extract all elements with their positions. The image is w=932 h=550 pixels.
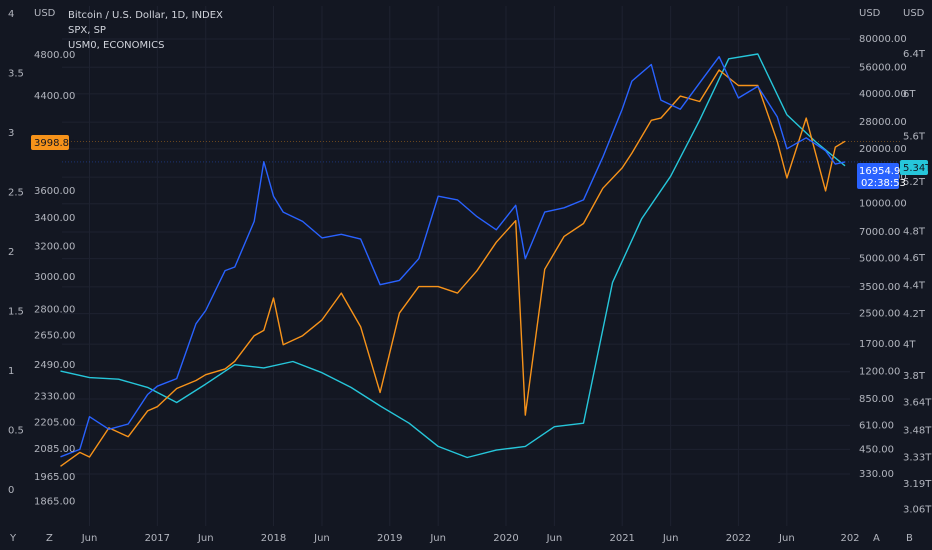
left-inner-tick-label: 2800.00 [34,305,75,316]
right-outer-tick-label: 5.6T [903,131,926,142]
left-inner-tick-label: 4400.00 [34,91,75,102]
x-tick-label: Jun [313,533,330,544]
spx-last-price-badge: 3998.83 [31,135,75,150]
left-inner-tick-label: 2330.00 [34,391,75,402]
right-inner-tick-label: 2500.00 [859,309,900,320]
left-inner-tick-label: 2490.00 [34,360,75,371]
legend-item-bitcoin[interactable]: Bitcoin / U.S. Dollar, 1D, INDEX [68,10,223,21]
right-inner-tick-label: 56000.00 [859,62,907,73]
x-tick-label: 202 [840,533,859,544]
x-tick-label: 2019 [377,533,402,544]
usm0-series-line [60,53,846,459]
left-outer-tick-label: 3.5 [8,69,24,80]
left-inner-tick-label: 3000.00 [34,272,75,283]
btc-last-price: 16954.90 [859,166,907,177]
usm0-last-badge: 5.34T [900,160,932,175]
right-inner-tick-label: 7000.00 [859,227,900,238]
bitcoin-series-line [60,56,846,458]
left-outer-tick-label: 2.5 [8,188,24,199]
right-outer-tick-label: 6.4T [903,49,926,60]
right-outer-tick-label: 4.4T [903,280,926,291]
series-layer [60,53,846,467]
btc-countdown: 02:38:53 [861,178,906,189]
right-outer-tick-label: 3.06T [903,505,932,516]
right-inner-tick-label: 10000.00 [859,199,907,210]
btc-last-price-badge: 16954.90 02:38:53 [857,163,907,189]
x-tick-label: Jun [662,533,679,544]
right-inner-tick-label: 20000.00 [859,144,907,155]
spx-last-price: 3998.83 [34,138,75,149]
x-tick-label: 2020 [493,533,518,544]
right-inner-tick-label: 3500.00 [859,282,900,293]
right-outer-tick-label: 3.48T [903,425,932,436]
right-inner-tick-label: 1200.00 [859,367,900,378]
corner-letter-y[interactable]: Y [9,533,17,544]
right-outer-tick-label: 4.2T [903,309,926,320]
right-outer-tick-label: 6T [903,89,916,100]
left-inner-tick-label: 3600.00 [34,186,75,197]
left-axis-unit: USD [34,8,56,19]
x-tick-label: 2018 [261,533,286,544]
right-inner-tick-label: 28000.00 [859,117,907,128]
right-outer-tick-label: 4.8T [903,227,926,238]
axes-layer: 80000.00 56000.00 40000.00 28000.00 20000.00… [8,9,932,544]
right-inner-tick-label: 450.00 [859,444,894,455]
right-outer-tick-label: 3.19T [903,479,932,490]
left-inner-tick-label: 2205.00 [34,418,75,429]
right-outer-axis-unit: USD [903,8,925,19]
chart-grid [62,6,900,526]
usm0-last-value: 5.34T [903,163,932,174]
right-outer-tick-label: 4T [903,339,916,350]
right-inner-tick-label: 1700.00 [859,339,900,350]
right-outer-tick-label: 5.2T [903,177,926,188]
left-outer-tick-label: 2 [8,247,14,258]
right-inner-tick-label: 610.00 [859,420,894,431]
x-tick-label: 2022 [726,533,751,544]
left-inner-tick-label: 4800.00 [34,50,75,61]
left-outer-tick-label: 1.5 [8,307,24,318]
right-outer-tick-label: 3.64T [903,398,932,409]
left-inner-tick-label: 3400.00 [34,213,75,224]
x-tick-label: Jun [81,533,98,544]
right-inner-tick-label: 850.00 [859,394,894,405]
left-inner-tick-label: 2650.00 [34,331,75,342]
x-tick-label: Jun [778,533,795,544]
legend-item-spx[interactable]: SPX, SP [68,25,106,36]
right-inner-tick-label: 80000.00 [859,34,907,45]
left-outer-tick-label: 0.5 [8,426,24,437]
left-outer-tick-label: 3 [8,128,14,139]
right-inner-tick-label: 5000.00 [859,254,900,265]
corner-letter-z[interactable]: Z [46,533,53,544]
right-inner-tick-label: 40000.00 [859,89,907,100]
right-outer-tick-label: 3.8T [903,371,926,382]
corner-letter-b[interactable]: B [906,533,913,544]
legend: Bitcoin / U.S. Dollar, 1D, INDEX SPX, SP… [68,10,223,51]
left-inner-tick-label: 1865.00 [34,497,75,508]
x-tick-label: 2021 [609,533,634,544]
x-tick-label: Jun [197,533,214,544]
left-outer-tick-label: 1 [8,366,14,377]
corner-letter-a[interactable]: A [873,533,880,544]
x-tick-label: Jun [546,533,563,544]
right-outer-tick-label: 4.6T [903,253,926,264]
spx-series-line [60,69,846,467]
right-inner-tick-label: 330.00 [859,469,894,480]
left-outer-tick-label: 4 [8,9,14,20]
right-inner-axis-unit: USD [859,8,881,19]
x-tick-label: Jun [429,533,446,544]
right-outer-tick-label: 3.33T [903,452,932,463]
x-tick-label: 2017 [145,533,170,544]
left-inner-tick-label: 1965.00 [34,472,75,483]
left-outer-tick-label: 0 [8,485,14,496]
left-inner-tick-label: 2085.00 [34,444,75,455]
legend-item-usm0[interactable]: USM0, ECONOMICS [68,40,164,51]
left-inner-tick-label: 3200.00 [34,242,75,253]
